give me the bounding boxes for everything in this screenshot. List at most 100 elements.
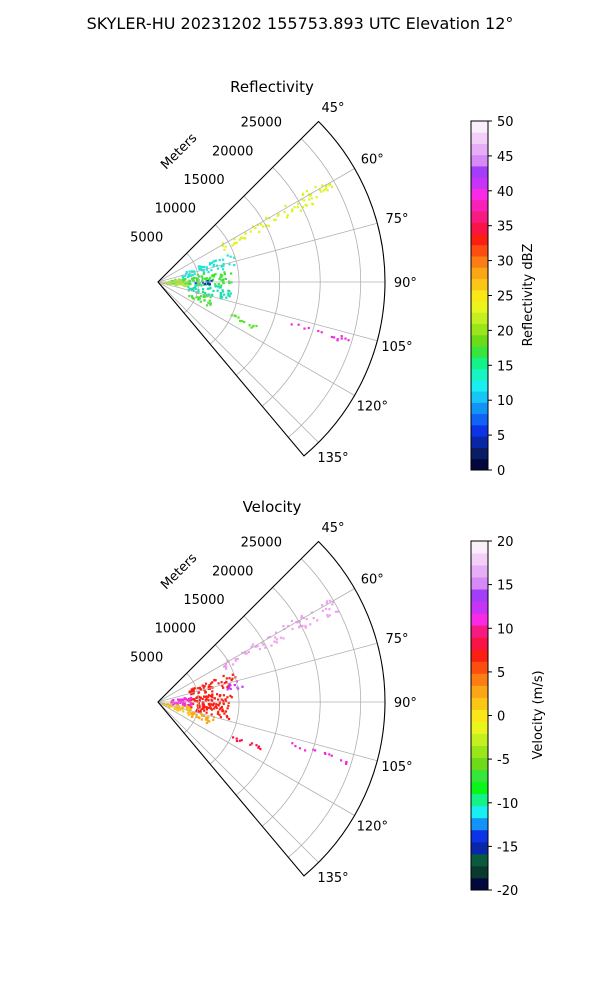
echo-cell [231, 673, 234, 676]
colorbar-swatch [471, 829, 488, 843]
echo-cell [206, 295, 209, 298]
colorbar-swatch [471, 577, 488, 590]
echo-cell [197, 691, 200, 694]
echo-cell [196, 704, 200, 707]
echo-cell [298, 626, 301, 629]
colorbar-tick-label: 25 [497, 290, 514, 305]
echo-cell [210, 279, 213, 282]
echo-cell [183, 701, 186, 705]
echo-cell [198, 296, 201, 299]
echo-cell [198, 706, 201, 709]
echo-cell [256, 645, 259, 648]
range-ring [209, 644, 240, 765]
echo-cell [215, 703, 218, 706]
echo-region [223, 599, 340, 670]
colorbar-swatch [471, 143, 488, 156]
echo-cell [187, 708, 190, 711]
echo-cell [183, 279, 186, 282]
echo-cell [320, 190, 323, 193]
echo-cell [180, 698, 184, 701]
echo-cell [201, 705, 204, 708]
echo-cell [183, 697, 186, 700]
colorbar-swatch [471, 853, 488, 867]
echo-cell [190, 693, 193, 696]
echo-cell [225, 296, 228, 299]
echo-cell [238, 238, 241, 241]
echo-cell [219, 273, 222, 276]
colorbar-swatch [471, 458, 488, 471]
colorbar-swatch [471, 601, 488, 614]
echo-cell [204, 706, 207, 709]
range-ring [209, 224, 240, 345]
range-tick-label: 10000 [155, 202, 196, 217]
echo-cell [222, 686, 225, 689]
reflectivity-axis-labels: 45° 60° 75° 90° 105° 120° 135° 5000 10000 15000 20… [130, 101, 417, 466]
echo-cell [217, 267, 220, 270]
echo-cell [340, 335, 343, 338]
azimuth-spoke [157, 701, 355, 816]
colorbar-swatch [471, 413, 488, 426]
echo-cell [250, 645, 253, 648]
echo-cell [209, 276, 212, 279]
echo-cell [308, 198, 311, 201]
echo-cell [212, 702, 215, 705]
echo-cell [240, 236, 243, 239]
echo-cell [259, 223, 263, 226]
echo-cell [297, 323, 300, 326]
echo-cell [206, 304, 209, 307]
echo-cell [199, 709, 202, 712]
azimuth-tick-label: 60° [361, 152, 384, 167]
echo-cell [200, 284, 203, 287]
velocity-colorbar: -20 -15 -10 -5 0 5 10 15 20 [470, 535, 518, 899]
echo-cell [208, 263, 212, 266]
range-tick-label: 25000 [241, 536, 282, 551]
echo-cell [212, 274, 215, 277]
echo-cell [176, 280, 179, 283]
echo-cell [340, 759, 343, 762]
echo-cell [199, 268, 202, 271]
azimuth-tick-label: 135° [317, 871, 348, 886]
echo-cell [330, 754, 333, 757]
echo-cell [161, 703, 165, 706]
echo-cell [235, 739, 238, 743]
echo-cell [216, 264, 219, 267]
colorbar-swatch [471, 769, 488, 783]
echo-cell [287, 624, 290, 628]
echo-cell [274, 636, 277, 639]
echo-cell [290, 323, 293, 326]
range-tick-label: 5000 [130, 230, 163, 245]
echo-cell [176, 709, 179, 712]
range-ring [288, 138, 362, 438]
echo-region [194, 279, 213, 286]
echo-cell [321, 609, 325, 612]
echo-cell [233, 238, 236, 241]
echo-cell [230, 679, 233, 682]
azimuth-spoke [157, 281, 319, 443]
echo-cell [193, 285, 197, 289]
echo-cell [202, 686, 205, 689]
echo-cell [223, 293, 226, 296]
echo-cell [188, 287, 191, 290]
echo-cell [219, 295, 222, 298]
echo-cell [282, 637, 285, 640]
colorbar-swatch [471, 565, 488, 578]
echo-cell [208, 262, 212, 265]
echo-cell [228, 677, 231, 680]
echo-cell [197, 296, 200, 299]
echo-cell [192, 279, 195, 282]
echo-cell [193, 698, 196, 701]
echo-cell [299, 209, 302, 212]
echo-cell [209, 302, 212, 305]
echo-cell [241, 651, 244, 654]
echo-cell [205, 716, 208, 719]
echo-cell [221, 274, 224, 277]
echo-cell [224, 710, 228, 713]
echo-cell [220, 297, 223, 300]
echo-cell [176, 284, 179, 287]
echo-cell [184, 703, 187, 706]
echo-cell [231, 663, 235, 666]
echo-cell [283, 211, 286, 214]
echo-cell [210, 713, 213, 716]
echo-cell [273, 640, 276, 643]
echo-cell [173, 702, 176, 705]
